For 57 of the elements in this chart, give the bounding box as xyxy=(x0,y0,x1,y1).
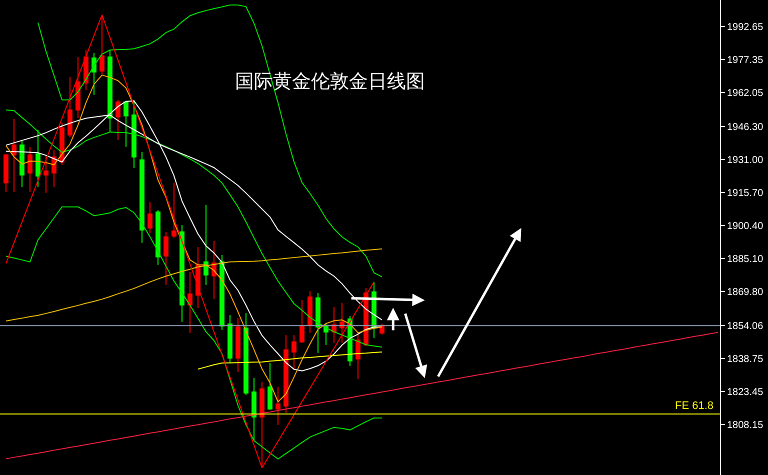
candlestick xyxy=(284,334,288,414)
y-tick-label: 1977.35 xyxy=(727,55,764,66)
line-series xyxy=(38,4,382,278)
candlestick xyxy=(228,314,232,364)
candlestick xyxy=(236,317,240,373)
candlestick xyxy=(4,154,8,192)
candlestick xyxy=(276,386,280,426)
y-tick-label: 1900.40 xyxy=(727,221,764,232)
candlestick xyxy=(164,231,168,286)
candlestick xyxy=(196,246,200,309)
y-tick-label: 1915.70 xyxy=(727,188,764,200)
candlestick xyxy=(220,254,224,331)
candlestick xyxy=(204,204,208,286)
candlestick xyxy=(108,50,112,133)
candlestick xyxy=(140,151,144,244)
y-tick-label: 1992.65 xyxy=(727,22,764,34)
candlestick xyxy=(340,302,344,344)
candlestick xyxy=(116,99,120,140)
y-tick-label: 1823.45 xyxy=(727,387,764,398)
candlestick xyxy=(244,312,248,396)
candlestick xyxy=(36,129,40,188)
y-tick-label: 1962.05 xyxy=(727,88,764,100)
candlestick xyxy=(172,182,176,238)
candlestick xyxy=(316,292,320,354)
candlestick xyxy=(12,118,16,192)
y-tick-label: 1808.15 xyxy=(727,420,764,432)
y-tick-label: 1885.10 xyxy=(727,254,764,266)
candlestick xyxy=(28,146,32,192)
candlestick xyxy=(76,56,80,118)
candlestick xyxy=(20,140,24,188)
y-tick-label: 1854.06 xyxy=(727,321,764,332)
candlestick xyxy=(180,224,184,322)
candlestick xyxy=(92,52,96,96)
ref-line-label: FE 61.8 xyxy=(675,400,714,412)
candlestick xyxy=(212,240,216,300)
candlestick xyxy=(252,377,256,442)
candlestick xyxy=(156,210,160,266)
candlestick xyxy=(44,154,48,194)
candlestick xyxy=(148,201,152,234)
y-tick-label: 1838.75 xyxy=(727,354,764,366)
candlestick xyxy=(268,362,272,410)
candlestick xyxy=(68,76,72,138)
candlestick xyxy=(188,272,192,334)
y-tick-label: 1869.80 xyxy=(727,287,764,298)
candlestick xyxy=(124,100,128,148)
candlestick xyxy=(84,50,88,90)
candlestick xyxy=(292,334,296,370)
candlestick xyxy=(132,99,136,169)
line-series xyxy=(6,332,718,460)
line-series xyxy=(6,248,382,322)
candlestick xyxy=(300,300,304,344)
candlestick xyxy=(356,332,360,380)
candlestick xyxy=(308,290,312,334)
y-tick-label: 1931.00 xyxy=(727,155,764,166)
line-series xyxy=(198,352,382,370)
line-series xyxy=(6,206,382,460)
y-tick-label: 1946.30 xyxy=(727,122,764,134)
